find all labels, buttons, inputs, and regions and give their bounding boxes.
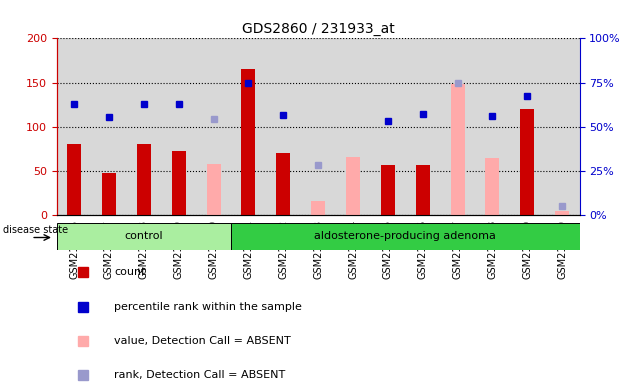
Bar xyxy=(416,165,430,215)
Bar xyxy=(137,144,151,215)
Bar xyxy=(102,173,116,215)
Text: disease state: disease state xyxy=(3,225,68,235)
Text: rank, Detection Call = ABSENT: rank, Detection Call = ABSENT xyxy=(114,370,285,380)
Bar xyxy=(486,157,500,215)
Text: percentile rank within the sample: percentile rank within the sample xyxy=(114,302,302,312)
Bar xyxy=(277,153,290,215)
Bar xyxy=(346,157,360,215)
Bar xyxy=(311,201,325,215)
Bar xyxy=(231,223,580,250)
Bar xyxy=(172,151,186,215)
Text: count: count xyxy=(114,268,146,278)
Bar xyxy=(520,109,534,215)
Bar xyxy=(207,164,220,215)
Text: value, Detection Call = ABSENT: value, Detection Call = ABSENT xyxy=(114,336,291,346)
Bar xyxy=(67,144,81,215)
Bar xyxy=(450,84,464,215)
Bar xyxy=(381,165,395,215)
Bar xyxy=(57,223,231,250)
Title: GDS2860 / 231933_at: GDS2860 / 231933_at xyxy=(242,22,394,36)
Text: control: control xyxy=(125,231,163,241)
Text: aldosterone-producing adenoma: aldosterone-producing adenoma xyxy=(314,231,496,241)
Bar xyxy=(241,70,255,215)
Bar xyxy=(555,210,569,215)
